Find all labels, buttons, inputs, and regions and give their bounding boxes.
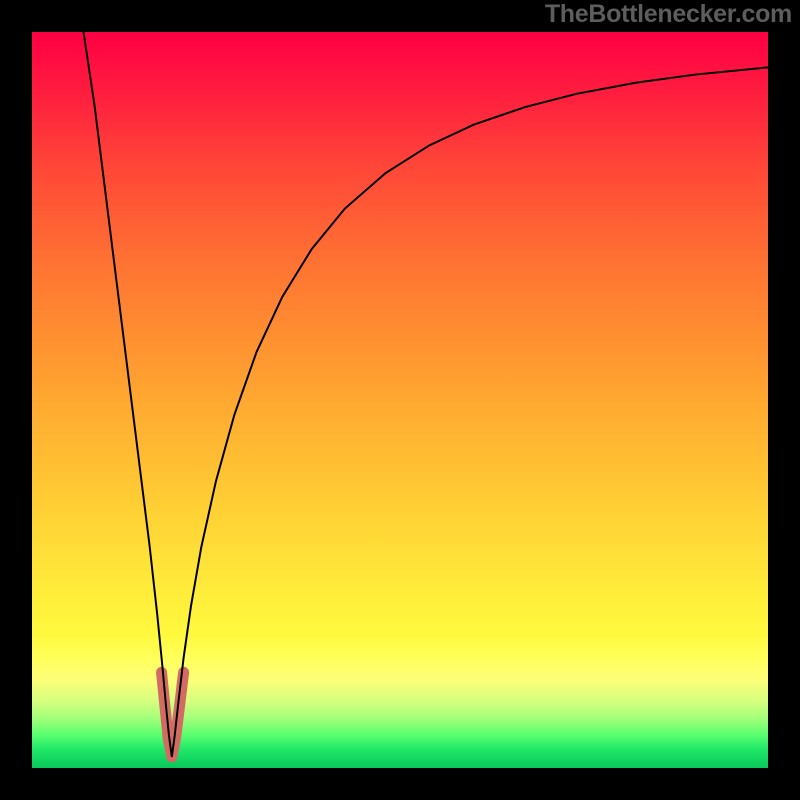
- plot-background: [32, 32, 768, 768]
- watermark-text: TheBottlenecker.com: [545, 0, 792, 29]
- bottleneck-chart: [0, 0, 800, 800]
- figure-container: TheBottlenecker.com: [0, 0, 800, 800]
